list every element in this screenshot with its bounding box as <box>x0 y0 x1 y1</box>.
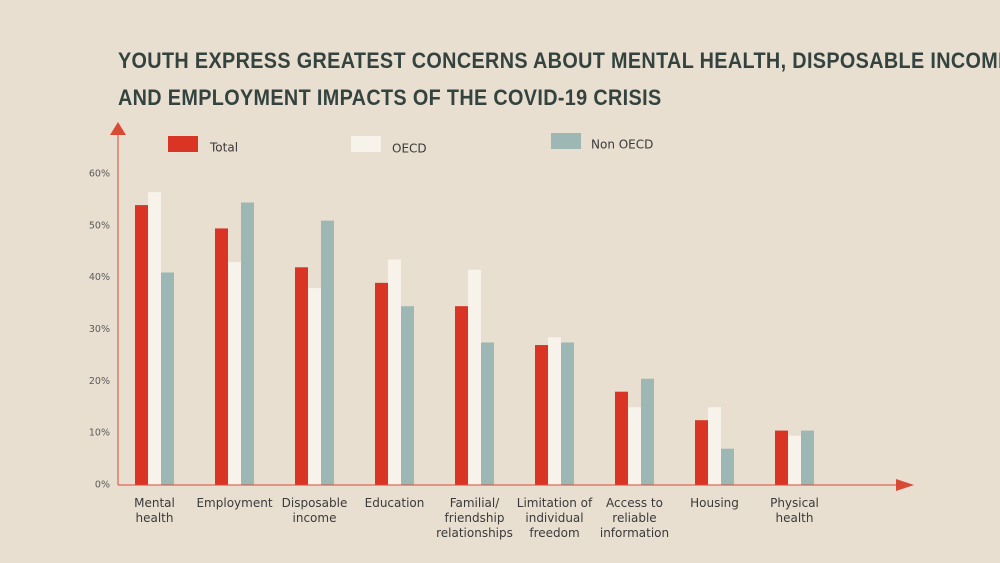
y-tick-label: 20% <box>89 376 110 387</box>
bar-oecd <box>548 337 561 485</box>
y-tick-label: 10% <box>89 428 110 439</box>
x-category-label: Employment <box>196 496 272 510</box>
bar-oecd <box>628 407 641 485</box>
bar-non-oecd <box>481 342 494 485</box>
bar-total <box>375 282 388 485</box>
bar-total <box>295 267 308 485</box>
y-axis: 0% 10% 20% 30% 40% 50% 60% <box>89 122 126 491</box>
x-category-label: Physical health <box>770 496 819 525</box>
bar-group <box>135 192 814 486</box>
legend-label-non-oecd: Non OECD <box>591 138 653 152</box>
y-tick-label: 0% <box>95 480 110 491</box>
bar-total <box>135 205 148 485</box>
bar-non-oecd <box>721 448 734 485</box>
bar-total <box>615 391 628 485</box>
bar-oecd <box>388 259 401 485</box>
chart-title-line-1: YOUTH EXPRESS GREATEST CONCERNS ABOUT ME… <box>118 48 1000 73</box>
chart-legend: Total OECD Non OECD <box>168 133 653 156</box>
bar-non-oecd <box>561 342 574 485</box>
bar-non-oecd <box>161 272 174 485</box>
y-axis-arrow <box>110 122 126 135</box>
bar-non-oecd <box>641 378 654 485</box>
x-category-label: Education <box>365 496 425 510</box>
bar-oecd <box>228 262 241 485</box>
x-category-label: Mental health <box>134 496 175 525</box>
chart-title-line-2: AND EMPLOYMENT IMPACTS OF THE COVID-19 C… <box>118 85 662 110</box>
y-tick-label: 30% <box>89 324 110 335</box>
legend-swatch-total <box>168 136 198 152</box>
bar-oecd <box>468 269 481 485</box>
x-axis: Mental health Employment Disposable income Ed… <box>118 479 914 540</box>
bar-non-oecd <box>321 220 334 485</box>
bar-oecd <box>148 192 161 485</box>
x-axis-arrow <box>896 479 914 491</box>
bar-non-oecd <box>401 306 414 485</box>
legend-label-total: Total <box>209 141 238 155</box>
bar-total <box>215 228 228 486</box>
bar-total <box>695 420 708 485</box>
y-tick-label: 60% <box>89 169 110 180</box>
y-tick-label: 50% <box>89 220 110 231</box>
x-category-label: Familial/friendship relationships <box>436 496 513 540</box>
legend-swatch-non-oecd <box>551 133 581 149</box>
y-tick-label: 40% <box>89 272 110 283</box>
bar-total <box>535 345 548 485</box>
bar-total <box>455 306 468 485</box>
bar-total <box>775 430 788 485</box>
bar-non-oecd <box>241 202 254 485</box>
x-category-label: Access to reliable information <box>600 496 669 540</box>
x-category-label: Limitation of individual freedom <box>517 496 593 540</box>
x-category-label: Disposable income <box>282 496 348 525</box>
bar-non-oecd <box>801 430 814 485</box>
bar-oecd <box>708 407 721 485</box>
legend-label-oecd: OECD <box>392 142 427 156</box>
x-category-label: Housing <box>690 496 739 510</box>
bar-oecd <box>308 288 321 485</box>
chart-title: YOUTH EXPRESS GREATEST CONCERNS ABOUT ME… <box>118 42 1000 116</box>
legend-swatch-oecd <box>351 136 381 152</box>
bar-oecd <box>788 435 801 485</box>
